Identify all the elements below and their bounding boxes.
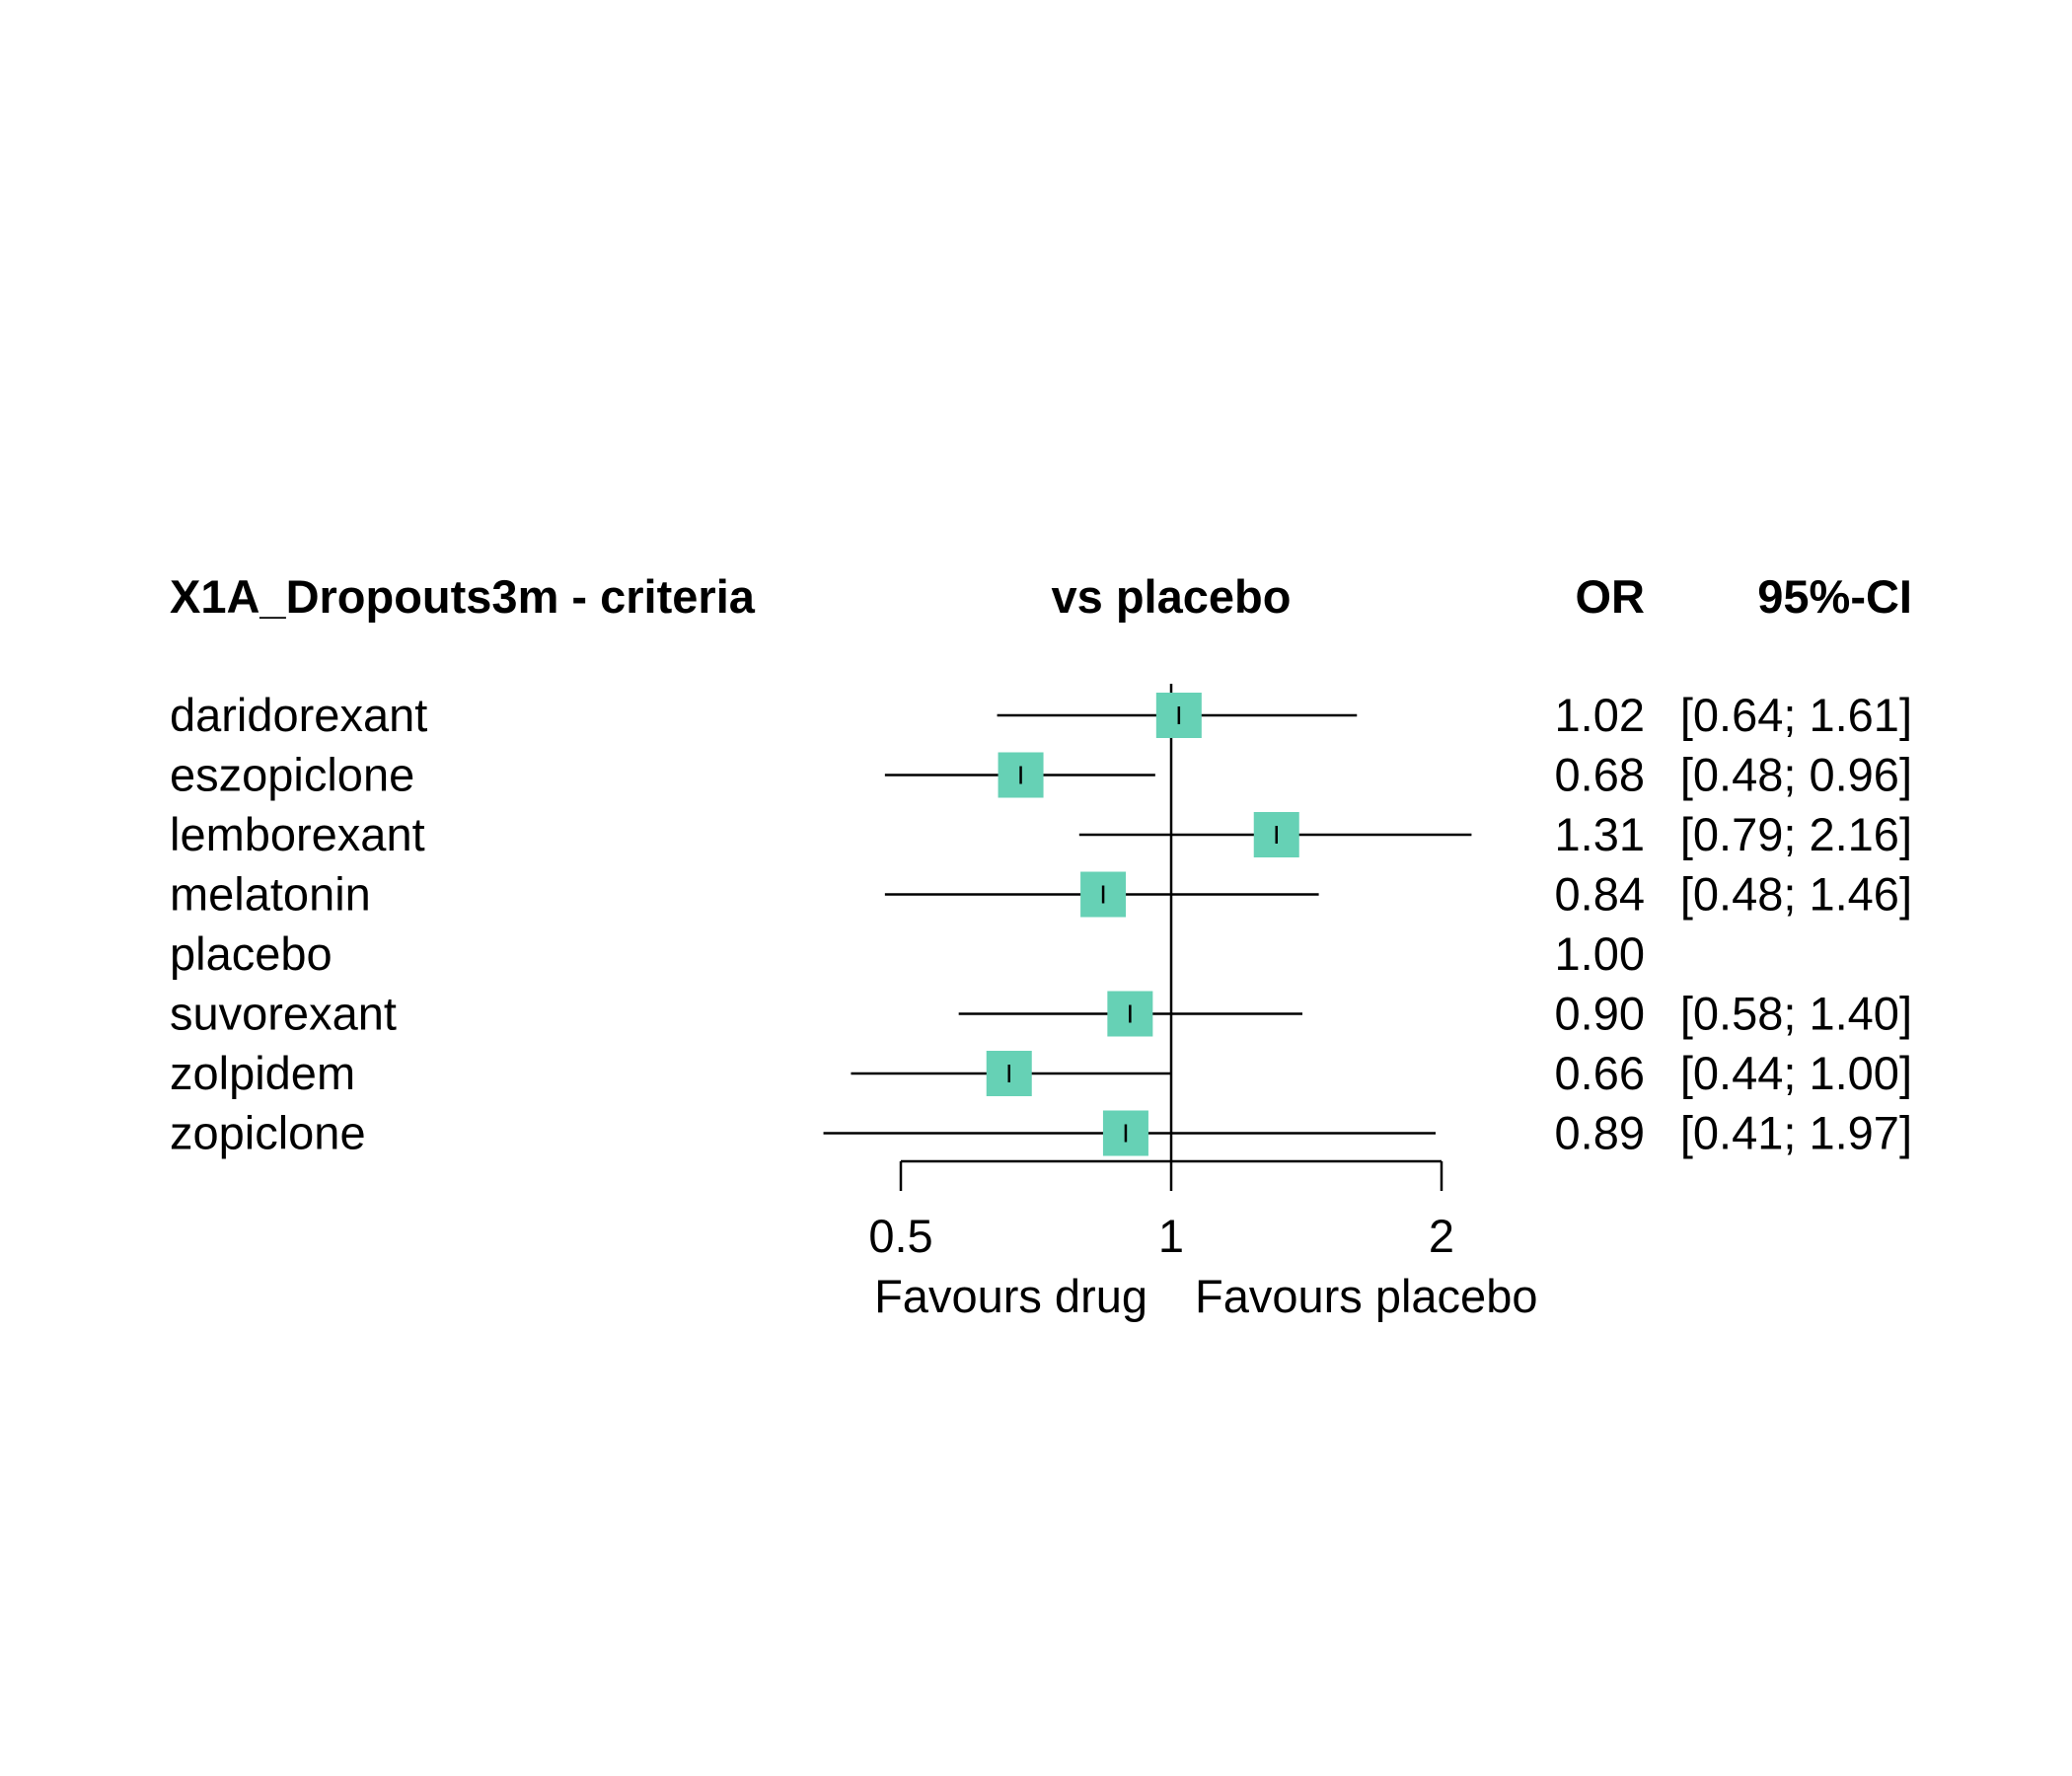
ci-value: [0.44; 1.00] bbox=[1680, 1047, 1912, 1099]
or-value: 1.31 bbox=[1555, 808, 1645, 860]
or-value: 0.66 bbox=[1555, 1047, 1645, 1099]
or-value: 0.84 bbox=[1555, 868, 1645, 921]
or-value: 0.68 bbox=[1555, 749, 1645, 801]
column-headers: X1A_Dropouts3m - criteria vs placebo OR … bbox=[170, 570, 1912, 623]
or-value: 0.89 bbox=[1555, 1107, 1645, 1159]
forest-row: placebo 1.00 bbox=[170, 927, 1645, 980]
favours-placebo-label: Favours placebo bbox=[1195, 1270, 1537, 1322]
row-label: lemborexant bbox=[170, 808, 425, 860]
ci-value: [0.41; 1.97] bbox=[1680, 1107, 1912, 1159]
header-study: X1A_Dropouts3m - criteria bbox=[170, 570, 756, 623]
header-effect: OR bbox=[1576, 570, 1646, 623]
or-value: 1.00 bbox=[1555, 927, 1645, 980]
row-label: melatonin bbox=[170, 868, 371, 921]
ci-value: [0.48; 0.96] bbox=[1680, 749, 1912, 801]
row-label: daridorexant bbox=[170, 689, 427, 741]
forest-row: eszopiclone 0.68 [0.48; 0.96] bbox=[170, 749, 1912, 801]
forest-row: zopiclone 0.89 [0.41; 1.97] bbox=[170, 1107, 1912, 1159]
row-label: zolpidem bbox=[170, 1047, 355, 1099]
forest-rows: daridorexant 1.02 [0.64; 1.61] eszopiclone 0… bbox=[170, 684, 1912, 1161]
or-value: 0.90 bbox=[1555, 988, 1645, 1040]
row-label: eszopiclone bbox=[170, 749, 414, 801]
ci-value: [0.48; 1.46] bbox=[1680, 868, 1912, 921]
axis-tick-label: 1 bbox=[1158, 1210, 1184, 1262]
x-axis: 0.5 1 2 Favours drug Favours placebo bbox=[868, 1159, 1537, 1322]
axis-tick-label: 0.5 bbox=[868, 1210, 932, 1262]
ci-value: [0.64; 1.61] bbox=[1680, 689, 1912, 741]
favours-drug-label: Favours drug bbox=[874, 1270, 1147, 1322]
forest-row: zolpidem 0.66 [0.44; 1.00] bbox=[170, 1047, 1912, 1099]
header-comparison: vs placebo bbox=[1052, 570, 1292, 623]
forest-row: suvorexant 0.90 [0.58; 1.40] bbox=[170, 988, 1912, 1040]
header-ci: 95%-CI bbox=[1757, 570, 1912, 623]
forest-row: lemborexant 1.31 [0.79; 2.16] bbox=[170, 808, 1912, 860]
row-label: suvorexant bbox=[170, 988, 397, 1040]
row-label: placebo bbox=[170, 927, 333, 980]
ci-value: [0.79; 2.16] bbox=[1680, 808, 1912, 860]
forest-row: daridorexant 1.02 [0.64; 1.61] bbox=[170, 689, 1912, 741]
row-label: zopiclone bbox=[170, 1107, 366, 1159]
or-value: 1.02 bbox=[1555, 689, 1645, 741]
forest-row: melatonin 0.84 [0.48; 1.46] bbox=[170, 868, 1912, 921]
ci-value: [0.58; 1.40] bbox=[1680, 988, 1912, 1040]
axis-tick-label: 2 bbox=[1429, 1210, 1454, 1262]
